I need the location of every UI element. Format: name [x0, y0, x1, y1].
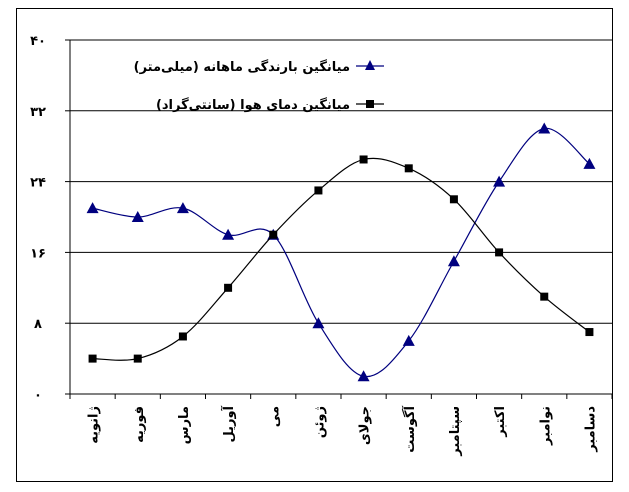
- data-point-temperature: [449, 195, 458, 204]
- y-tick-label: ۲۴: [30, 176, 46, 191]
- data-point-rainfall: [222, 228, 235, 240]
- data-point-rainfall: [312, 317, 325, 329]
- series-line-1: [92, 157, 590, 361]
- x-axis-ticks: ژانویه فوریه مارس آوریل می ژوئن جولای آگوست سپتا…: [69, 394, 613, 457]
- data-point-rainfall: [176, 202, 189, 214]
- data-point-rainfall: [86, 202, 99, 214]
- x-tick-label: جولای: [358, 406, 373, 445]
- x-tick-label: نوامبر: [538, 406, 553, 446]
- legend-label-rainfall: میانگین بارندگی ماهانه (میلی‌متر): [134, 59, 350, 75]
- data-point-rainfall: [131, 211, 144, 222]
- x-tick-label: مارس: [177, 406, 192, 444]
- data-point-temperature: [269, 230, 278, 239]
- legend-label-temperature: میانگین دمای هوا (سانتی‌گراد): [156, 97, 350, 113]
- x-tick-label: آوریل: [220, 405, 237, 442]
- legend: میانگین بارندگی ماهانه (میلی‌متر) میانگی…: [134, 59, 384, 113]
- y-tick-label: ۱۶: [30, 246, 46, 261]
- data-point-rainfall: [538, 122, 551, 134]
- legend-swatch-temperature-marker: [366, 100, 374, 108]
- data-point-temperature: [359, 155, 368, 164]
- data-point-temperature: [585, 328, 594, 337]
- data-point-temperature: [178, 332, 187, 341]
- data-point-rainfall: [447, 255, 460, 267]
- data-point-rainfall: [583, 157, 596, 169]
- x-tick-label: ژوئن: [312, 406, 327, 438]
- data-point-temperature: [224, 283, 233, 292]
- y-tick-label: ۸: [34, 317, 42, 332]
- y-tick-label: ۰: [34, 388, 42, 403]
- data-point-rainfall: [357, 370, 370, 382]
- x-tick-label: اکتبر: [493, 406, 508, 438]
- x-tick-label: می: [267, 406, 282, 427]
- legend-swatch-rainfall-marker: [365, 60, 375, 70]
- data-point-temperature: [133, 354, 142, 363]
- y-axis-ticks: ۰ ۸ ۱۶ ۲۴ ۳۲ ۴۰: [30, 34, 70, 403]
- y-tick-label: ۴۰: [30, 34, 46, 49]
- axes: [69, 40, 612, 395]
- data-point-temperature: [404, 164, 413, 173]
- grid-lines: [70, 39, 612, 324]
- data-point-temperature: [495, 248, 504, 257]
- x-tick-label: دسامبر: [583, 406, 598, 453]
- chart-frame: [16, 8, 613, 482]
- data-point-rainfall: [402, 334, 415, 346]
- data-point-rainfall: [493, 175, 506, 187]
- data-point-temperature: [88, 354, 97, 363]
- x-tick-label: فوریه: [132, 406, 147, 443]
- data-point-temperature: [314, 186, 323, 195]
- x-tick-label: ژانویه: [87, 406, 102, 444]
- x-tick-label: آگوست: [401, 405, 418, 452]
- x-tick-label: سپتامبر: [448, 406, 463, 457]
- y-tick-label: ۳۲: [30, 105, 46, 120]
- series-group: [86, 122, 596, 382]
- data-point-temperature: [540, 292, 549, 301]
